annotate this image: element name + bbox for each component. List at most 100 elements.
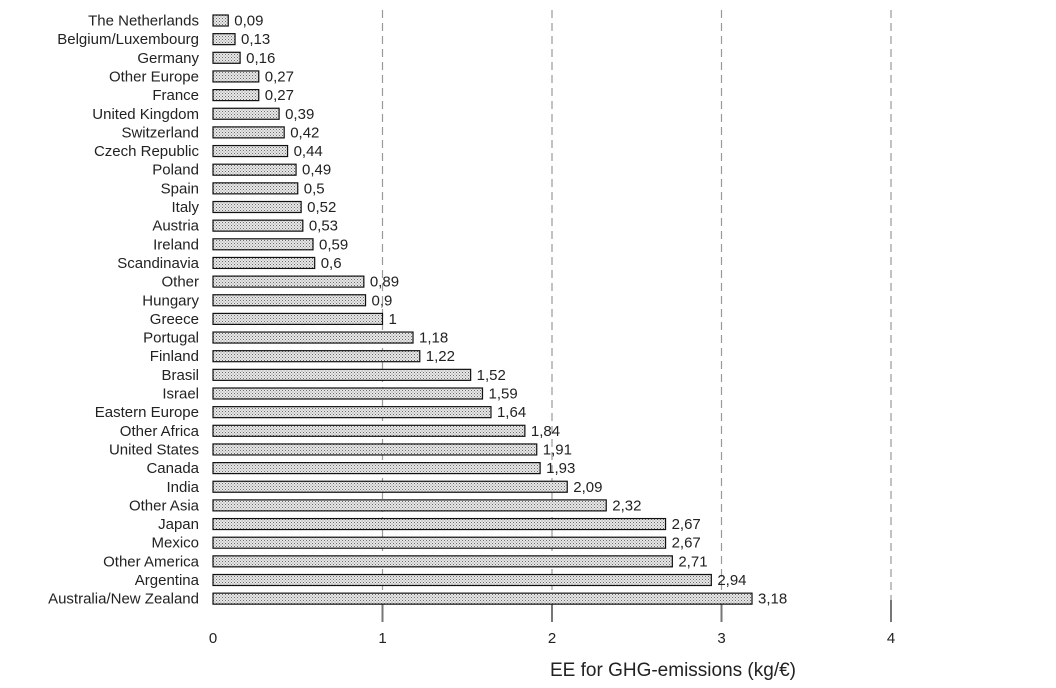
bar (212, 33, 236, 46)
value-label: 1,91 (543, 441, 572, 458)
bar (212, 14, 229, 27)
value-label: 0,44 (294, 143, 323, 160)
category-label: Austria (152, 218, 199, 235)
category-label: Czech Republic (94, 143, 200, 160)
bar (212, 312, 384, 325)
category-label: Argentina (135, 572, 200, 589)
value-label: 0,53 (309, 218, 338, 235)
x-tick-label: 2 (548, 630, 556, 647)
x-tick-label: 1 (378, 630, 386, 647)
value-label: 3,18 (758, 591, 787, 608)
bar (212, 443, 538, 456)
bars (212, 14, 753, 605)
bar (212, 88, 260, 102)
value-label: 1,84 (531, 423, 560, 440)
value-labels: 0,090,130,160,270,270,390,420,440,490,50… (234, 13, 787, 608)
x-tick-label: 4 (887, 630, 895, 647)
bar (212, 70, 260, 83)
value-label: 0,39 (285, 106, 314, 123)
x-tick-label: 0 (209, 630, 217, 647)
category-label: Canada (146, 460, 199, 477)
value-label: 1,22 (426, 348, 455, 365)
bar (212, 126, 285, 139)
category-label: Portugal (143, 330, 199, 347)
bar (212, 163, 297, 176)
bar (212, 592, 753, 605)
value-label: 0,42 (290, 124, 319, 141)
bar (212, 480, 568, 493)
category-label: Mexico (151, 535, 199, 552)
value-label: 0,9 (372, 292, 393, 309)
value-label: 1,64 (497, 404, 526, 421)
bar (212, 51, 241, 64)
bar (212, 238, 314, 251)
bar (212, 200, 302, 214)
category-label: United States (109, 441, 199, 458)
x-axis-ticks: 012345 (209, 630, 895, 647)
gridlines (381, 10, 892, 622)
bar (212, 555, 673, 568)
value-label: 2,09 (573, 479, 602, 496)
category-label: Scandinavia (117, 255, 199, 272)
category-label: Brasil (161, 367, 199, 384)
value-label: 1,52 (477, 367, 506, 384)
value-label: 1 (389, 311, 397, 328)
category-label: Finland (150, 348, 199, 365)
bar (212, 573, 712, 587)
category-label: Other Africa (120, 423, 200, 440)
value-label: 0,89 (370, 274, 399, 291)
bar (212, 536, 667, 549)
category-label: Other America (103, 553, 200, 570)
value-label: 0,6 (321, 255, 342, 272)
category-label: Switzerland (121, 124, 199, 141)
bar (212, 462, 541, 475)
bar (212, 294, 367, 307)
bar (212, 107, 280, 120)
bar (212, 517, 667, 531)
bar (212, 219, 304, 232)
category-label: Other Asia (129, 497, 200, 514)
bar (212, 499, 607, 512)
category-label: Japan (158, 516, 199, 533)
category-label: India (166, 479, 199, 496)
bar (212, 256, 316, 270)
category-label: Australia/New Zealand (48, 591, 199, 608)
value-label: 2,67 (672, 535, 701, 552)
value-label: 0,27 (265, 87, 294, 104)
value-label: 2,67 (672, 516, 701, 533)
category-label: Spain (161, 180, 199, 197)
bar (212, 368, 472, 381)
category-label: Belgium/Luxembourg (57, 31, 199, 48)
value-label: 0,5 (304, 180, 325, 197)
value-label: 0,09 (234, 13, 263, 30)
category-label: Ireland (153, 236, 199, 253)
value-label: 2,32 (612, 497, 641, 514)
category-label: Other Europe (109, 68, 199, 85)
value-label: 0,16 (246, 50, 275, 67)
bar (212, 387, 484, 400)
category-label: Germany (137, 50, 199, 67)
category-label: France (152, 87, 199, 104)
bar (212, 182, 299, 195)
category-label: United Kingdom (92, 106, 199, 123)
bar (212, 424, 526, 437)
category-label: Italy (171, 199, 199, 216)
value-label: 0,49 (302, 162, 331, 179)
category-label: Eastern Europe (95, 404, 199, 421)
category-label: Poland (152, 162, 199, 179)
x-axis-label: EE for GHG-emissions (kg/€) (550, 660, 796, 681)
bar (212, 350, 421, 363)
bar (212, 275, 365, 288)
value-label: 1,93 (546, 460, 575, 477)
value-label: 1,18 (419, 330, 448, 347)
value-label: 0,52 (307, 199, 336, 216)
x-tick-label: 3 (717, 630, 725, 647)
value-label: 1,59 (489, 386, 518, 403)
category-label: The Netherlands (88, 13, 199, 30)
value-label: 0,59 (319, 236, 348, 253)
value-label: 0,13 (241, 31, 270, 48)
value-label: 2,94 (717, 572, 746, 589)
